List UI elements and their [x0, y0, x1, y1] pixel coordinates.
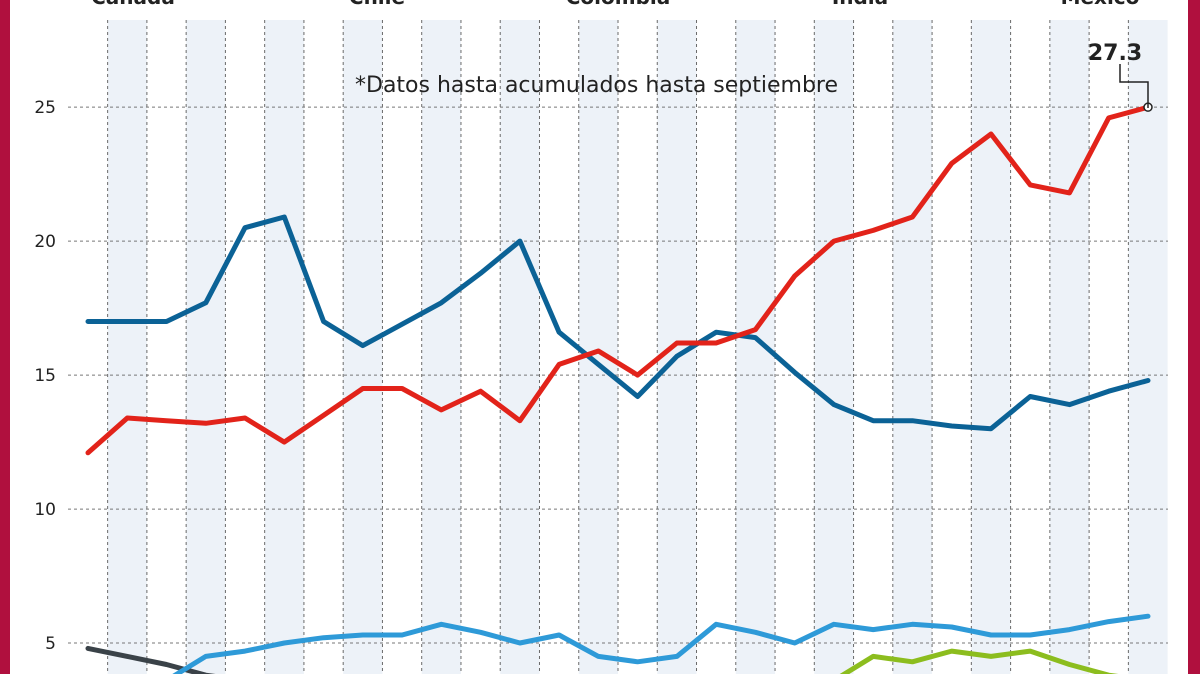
y-tick-label: 5 — [45, 634, 56, 654]
lines — [85, 102, 1153, 674]
series-line — [85, 214, 1151, 432]
left-border — [0, 0, 10, 674]
series-line — [839, 648, 1119, 674]
column-band — [264, 20, 304, 674]
y-tick-label: 20 — [34, 232, 56, 252]
column-band — [1128, 20, 1168, 674]
series-line — [85, 104, 1151, 456]
column-band — [500, 20, 540, 674]
legend-label: India — [832, 0, 888, 9]
column-band — [578, 20, 618, 674]
callout-label: 27.3 — [1088, 41, 1142, 66]
callout-line — [1119, 64, 1149, 108]
legend-label: Colombia — [566, 0, 671, 9]
column-bands — [107, 20, 1168, 674]
annotation: *Datos hasta acumulados hasta septiembre — [355, 73, 838, 98]
column-band — [107, 20, 147, 674]
column-band — [892, 20, 933, 674]
y-tick-label: 15 — [34, 366, 56, 386]
column-band — [421, 20, 461, 674]
grid: 5 10 15 20 25 — [34, 98, 1168, 654]
column-band — [1049, 20, 1090, 674]
column-band — [971, 20, 1011, 674]
y-tick-label: 25 — [34, 98, 56, 118]
legend-label: México — [1061, 0, 1140, 9]
legend-label: Canadá — [91, 0, 175, 9]
series-line — [172, 613, 1151, 674]
column-band — [186, 20, 226, 674]
legend-label: Chile — [349, 0, 405, 9]
right-border — [1188, 0, 1200, 674]
column-band — [814, 20, 854, 674]
y-tick-label: 10 — [34, 500, 56, 520]
